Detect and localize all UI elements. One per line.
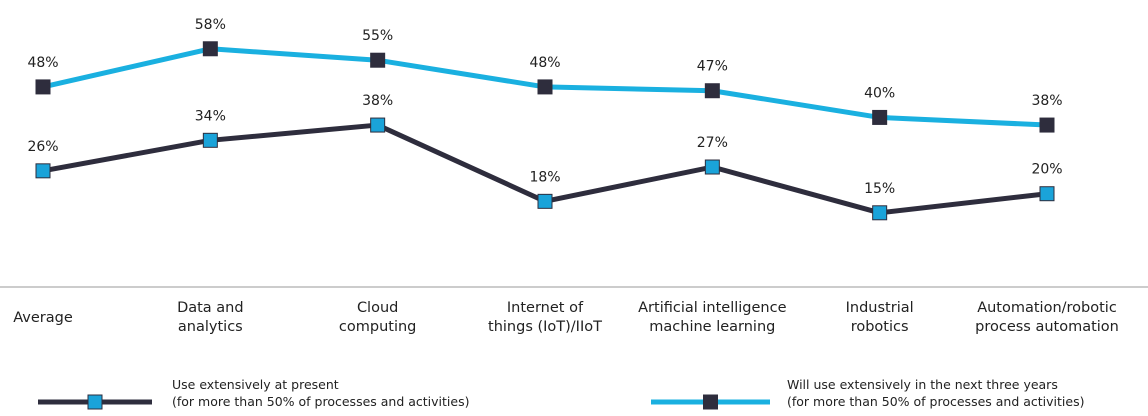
data-label: 15%	[864, 181, 895, 197]
marker	[370, 52, 386, 68]
x-tick-label: Artificial intelligence machine learning	[638, 300, 787, 335]
data-label: 40%	[864, 85, 895, 101]
legend-marker	[87, 394, 103, 410]
data-label: 20%	[1031, 162, 1062, 178]
x-tick-label: Average	[13, 309, 73, 326]
marker	[872, 109, 888, 125]
marker	[1039, 186, 1055, 202]
marker	[537, 79, 553, 95]
x-tick-label: Automation/robotic process automation	[975, 300, 1119, 335]
data-label: 38%	[362, 93, 393, 109]
marker	[35, 163, 51, 179]
data-label: 48%	[27, 55, 58, 71]
data-label: 47%	[697, 59, 728, 75]
data-label: 48%	[529, 55, 560, 71]
marker	[202, 41, 218, 57]
marker	[1039, 117, 1055, 133]
legend-marker	[703, 394, 718, 410]
x-tick-label: Internet of things (IoT)/IIoT	[488, 300, 602, 335]
data-label: 27%	[697, 135, 728, 151]
marker	[704, 159, 720, 175]
data-label: 55%	[362, 28, 393, 44]
x-tick-label: Industrial robotics	[845, 300, 914, 335]
data-label: 18%	[529, 169, 560, 185]
marker	[704, 83, 720, 99]
legend-label: Use extensively at present (for more tha…	[172, 377, 470, 409]
legend-label: Will use extensively in the next three y…	[787, 377, 1085, 409]
marker	[202, 132, 218, 148]
data-label: 38%	[1031, 93, 1062, 109]
marker	[35, 79, 51, 95]
marker	[872, 205, 888, 221]
data-label: 26%	[27, 139, 58, 155]
marker	[370, 117, 386, 133]
data-label: 34%	[195, 108, 226, 124]
x-tick-label: Cloud computing	[338, 300, 417, 335]
x-tick-label: Data and analytics	[177, 300, 244, 335]
data-label: 58%	[195, 17, 226, 33]
marker	[537, 193, 553, 209]
